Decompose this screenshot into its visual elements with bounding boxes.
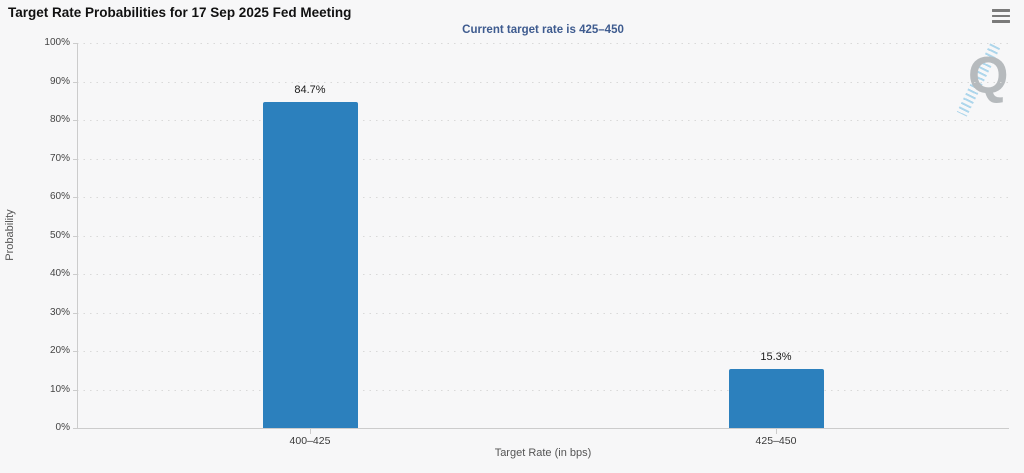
chart-subtitle: Current target rate is 425–450 bbox=[462, 24, 624, 36]
y-gridline bbox=[77, 197, 1009, 198]
y-gridline bbox=[77, 351, 1009, 352]
y-tick-label: 30% bbox=[49, 306, 70, 318]
chart-context-menu-button[interactable] bbox=[990, 5, 1016, 27]
y-tick-mark bbox=[73, 235, 77, 237]
chart-title: Target Rate Probabilities for 17 Sep 202… bbox=[8, 5, 352, 20]
y-tick-label: 50% bbox=[49, 229, 70, 241]
y-tick-label: 40% bbox=[49, 268, 70, 279]
y-gridline bbox=[77, 274, 1009, 275]
y-gridline bbox=[77, 235, 1009, 237]
chart-bar[interactable] bbox=[728, 369, 824, 428]
y-tick-label: 100% bbox=[44, 37, 70, 48]
chart-bar[interactable] bbox=[262, 101, 358, 428]
hamburger-icon bbox=[992, 9, 1014, 23]
y-tick-mark bbox=[73, 274, 77, 275]
x-axis-line bbox=[77, 428, 1009, 429]
bar-value-label: 15.3% bbox=[760, 351, 792, 364]
bar-value-label: 84.7% bbox=[294, 83, 326, 96]
y-gridline bbox=[77, 158, 1009, 160]
x-axis-title: Target Rate (in bps) bbox=[494, 447, 592, 459]
y-tick-label: 70% bbox=[49, 152, 70, 164]
x-tick-mark bbox=[310, 429, 311, 434]
y-tick-mark bbox=[73, 197, 77, 198]
y-tick-label: 20% bbox=[49, 345, 70, 356]
y-tick-label: 60% bbox=[49, 191, 70, 202]
y-gridline bbox=[77, 312, 1009, 314]
y-tick-mark bbox=[73, 428, 77, 429]
y-gridline bbox=[77, 43, 1009, 44]
y-tick-mark bbox=[73, 158, 77, 160]
y-tick-label: 80% bbox=[49, 114, 70, 125]
y-tick-label: 10% bbox=[49, 383, 70, 395]
y-gridline bbox=[77, 81, 1009, 83]
y-tick-mark bbox=[73, 312, 77, 314]
y-tick-mark bbox=[73, 389, 77, 391]
x-category-label: 425–450 bbox=[755, 435, 797, 447]
y-gridline bbox=[77, 389, 1009, 391]
plot-area bbox=[77, 43, 1009, 428]
x-tick-mark bbox=[776, 429, 777, 434]
x-category-label: 400–425 bbox=[289, 435, 331, 447]
y-tick-mark bbox=[73, 43, 77, 44]
y-tick-mark bbox=[73, 120, 77, 121]
y-tick-label: 0% bbox=[55, 422, 70, 433]
y-tick-mark bbox=[73, 351, 77, 352]
y-tick-label: 90% bbox=[49, 75, 70, 87]
y-axis-line bbox=[77, 43, 78, 428]
y-tick-mark bbox=[73, 81, 77, 83]
y-gridline bbox=[77, 120, 1009, 121]
